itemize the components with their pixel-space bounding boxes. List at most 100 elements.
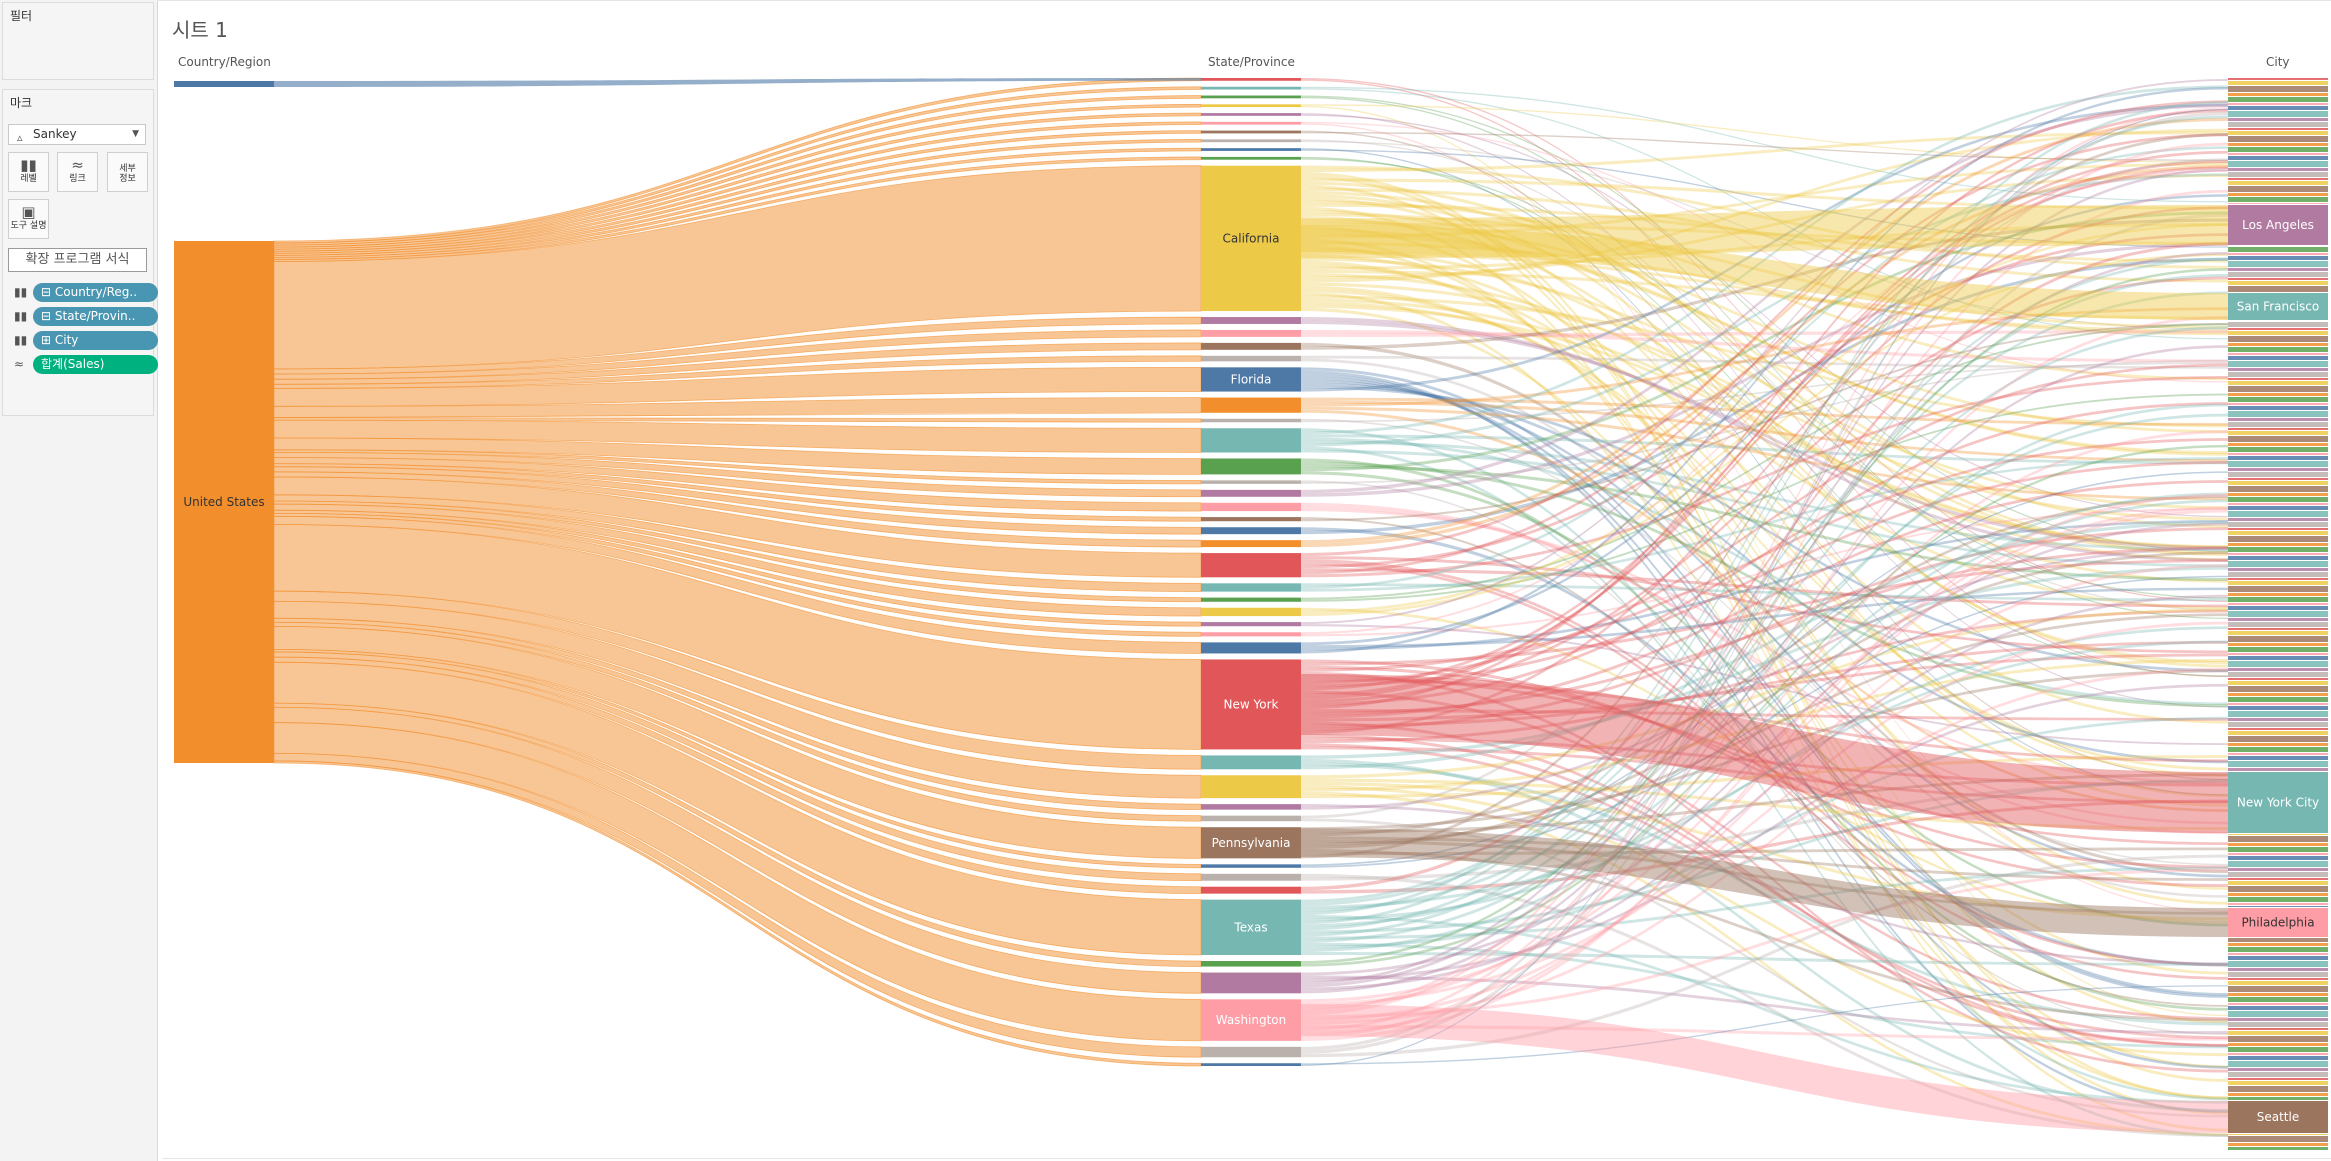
node-city[interactable] [2228,1047,2328,1052]
node-city[interactable] [2228,761,2328,767]
node-city[interactable] [2228,156,2328,160]
node-city[interactable] [2228,886,2328,892]
node-city[interactable] [2228,518,2328,521]
link-state-city[interactable] [1301,403,2228,943]
node-city[interactable] [2228,143,2328,146]
node-city[interactable] [2228,556,2328,560]
link-state-city[interactable] [1301,330,2228,337]
node-city[interactable] [2228,586,2328,592]
link-state-city[interactable] [1301,382,2228,764]
link-state-city[interactable] [1301,206,2228,734]
node-state[interactable] [1201,78,1301,81]
node-city[interactable] [2228,543,2328,546]
node-city[interactable] [2228,1078,2328,1080]
link-state-city[interactable] [1301,194,2228,668]
node-city[interactable] [2228,728,2328,730]
link-state-city[interactable] [1301,492,2228,928]
node-city[interactable] [2228,468,2328,471]
node-city[interactable] [2228,428,2328,430]
node-city[interactable] [2228,153,2328,155]
link-california-san-francisco[interactable] [1301,224,2228,320]
node-city[interactable] [2228,972,2328,977]
node-city[interactable] [2228,1056,2328,1060]
node-city[interactable] [2228,328,2328,330]
node-city[interactable] [2228,686,2328,692]
node-city[interactable] [2228,743,2328,746]
node-state[interactable] [1201,632,1301,637]
link-state-city[interactable] [1301,233,2228,569]
node-city[interactable] [2228,597,2328,602]
link-state-city[interactable] [1301,206,2228,1132]
node-city[interactable] [2228,656,2328,660]
node-city[interactable] [2228,1022,2328,1027]
link-state-city[interactable] [1301,322,2228,522]
link-state-city[interactable] [1301,114,2228,518]
link-country-state[interactable] [273,466,1202,535]
node-city[interactable] [2228,572,2328,577]
node-city[interactable] [2228,436,2328,442]
link-state-city[interactable] [1301,393,2228,602]
node-city[interactable] [2228,1018,2328,1021]
link-state-city[interactable] [1301,254,2228,724]
node-city[interactable] [2228,593,2328,596]
node-city[interactable] [2228,378,2328,380]
node-city[interactable] [2228,678,2328,680]
link-state-city[interactable] [1301,260,2228,890]
link-state-city[interactable] [1301,546,2228,716]
node-los-angeles[interactable] [2228,205,2328,245]
node-city[interactable] [2228,128,2328,130]
node-state[interactable] [1201,755,1301,770]
node-city[interactable] [2228,681,2328,685]
node-city[interactable] [2228,372,2328,377]
link-state-city[interactable] [1301,521,2228,770]
link-state-city[interactable] [1301,197,2228,798]
link-state-city[interactable] [1301,406,2228,501]
node-city[interactable] [2228,936,2328,942]
link-state-city[interactable] [1301,276,2228,703]
node-city[interactable] [2228,347,2328,352]
link-state-city[interactable] [1301,274,2228,931]
node-seattle[interactable] [2228,1101,2328,1133]
node-city[interactable] [2228,331,2328,335]
link-state-city[interactable] [1301,480,2228,719]
node-philadelphia[interactable] [2228,908,2328,937]
link-country-state[interactable] [274,78,1201,87]
link-state-city[interactable] [1301,608,2228,779]
link-state-city[interactable] [1301,873,2228,1137]
link-country-state[interactable] [273,706,1202,994]
node-state[interactable] [1201,113,1301,116]
link-state-city[interactable] [1301,285,2228,807]
link-state-city[interactable] [1301,367,2228,996]
node-city[interactable] [2228,453,2328,455]
node-pennsylvania[interactable] [1201,827,1301,859]
city-pill[interactable]: ⊞ City [33,331,158,350]
link-state-city[interactable] [1301,263,2228,777]
link-state-city[interactable] [1301,131,2228,161]
link-state-city[interactable] [1301,257,2228,510]
node-city[interactable] [2228,497,2328,502]
link-state-city[interactable] [1301,113,2228,708]
node-city[interactable] [2228,186,2328,192]
node-city[interactable] [2228,1028,2328,1030]
link-state-city[interactable] [1301,219,2228,434]
node-city[interactable] [2228,603,2328,605]
link-state-city[interactable] [1301,690,2228,1021]
link-country-state[interactable] [273,617,1202,811]
link-state-city[interactable] [1301,743,2228,1048]
node-city[interactable] [2228,836,2328,842]
link-state-city[interactable] [1301,216,2228,664]
link-state-city[interactable] [1301,640,2228,909]
link-state-city[interactable] [1301,839,2228,915]
link-state-city[interactable] [1301,509,2228,1035]
node-city[interactable] [2228,981,2328,985]
link-state-city[interactable] [1301,461,2228,688]
link-country-state[interactable] [273,86,1202,246]
node-city[interactable] [2228,581,2328,585]
node-city[interactable] [2228,1086,2328,1092]
node-city[interactable] [2228,1061,2328,1067]
link-state-city[interactable] [1301,527,2228,967]
node-city[interactable] [2228,472,2328,477]
node-new-york[interactable] [1201,659,1301,750]
link-state-city[interactable] [1301,232,2228,455]
node-city[interactable] [2228,181,2328,185]
